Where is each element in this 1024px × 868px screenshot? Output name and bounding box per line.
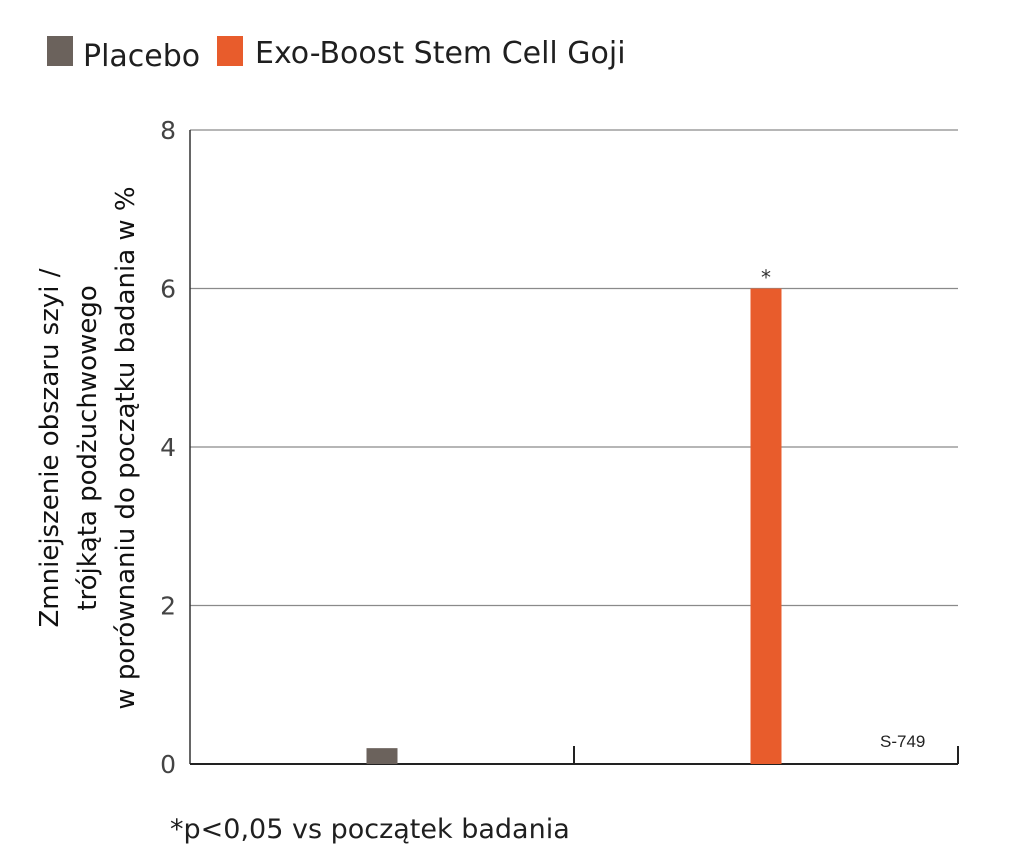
bars: * [366, 266, 782, 764]
footnote: *p<0,05 vs początek badania [170, 814, 570, 845]
legend-label-exo-boost: Exo-Boost Stem Cell Goji [255, 36, 626, 71]
bar-exo-boost [750, 288, 782, 764]
y-axis-label: Zmniejszenie obszaru szyi / trójkąta pod… [35, 186, 141, 709]
axes [189, 130, 959, 765]
y-tick-label: 0 [160, 750, 176, 779]
y-axis-ticks: 0 2 4 6 8 [160, 116, 176, 779]
gridlines [190, 129, 958, 607]
figure-code-label: S-749 [880, 732, 925, 751]
y-axis-label-line-3: w porównaniu do początku badania w % [111, 186, 141, 709]
legend-label-placebo: Placebo [83, 39, 200, 74]
y-tick-label: 6 [160, 275, 176, 304]
y-axis-label-line-2: trójkąta podżuchwowego [73, 285, 103, 610]
y-axis-label-line-1: Zmniejszenie obszaru szyi / [35, 268, 65, 627]
y-tick-label: 8 [160, 116, 176, 145]
legend-swatch-exo-boost [217, 36, 243, 66]
legend-swatch-placebo [47, 36, 73, 66]
legend: Placebo Exo-Boost Stem Cell Goji [47, 36, 626, 74]
significance-marker: * [761, 266, 771, 290]
y-tick-label: 4 [160, 433, 176, 462]
bar-placebo [366, 748, 398, 764]
y-tick-label: 2 [160, 592, 176, 621]
